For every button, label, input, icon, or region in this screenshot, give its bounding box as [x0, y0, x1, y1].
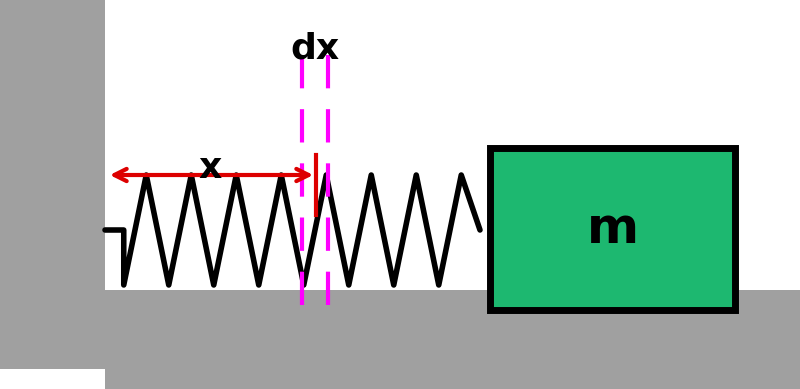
Bar	[0, 290, 800, 369]
Text: x: x	[198, 151, 222, 185]
Bar	[490, 148, 735, 310]
Bar	[0, 0, 105, 290]
Text: m: m	[586, 205, 638, 253]
Text: dx: dx	[290, 31, 339, 65]
Bar	[105, 310, 800, 389]
